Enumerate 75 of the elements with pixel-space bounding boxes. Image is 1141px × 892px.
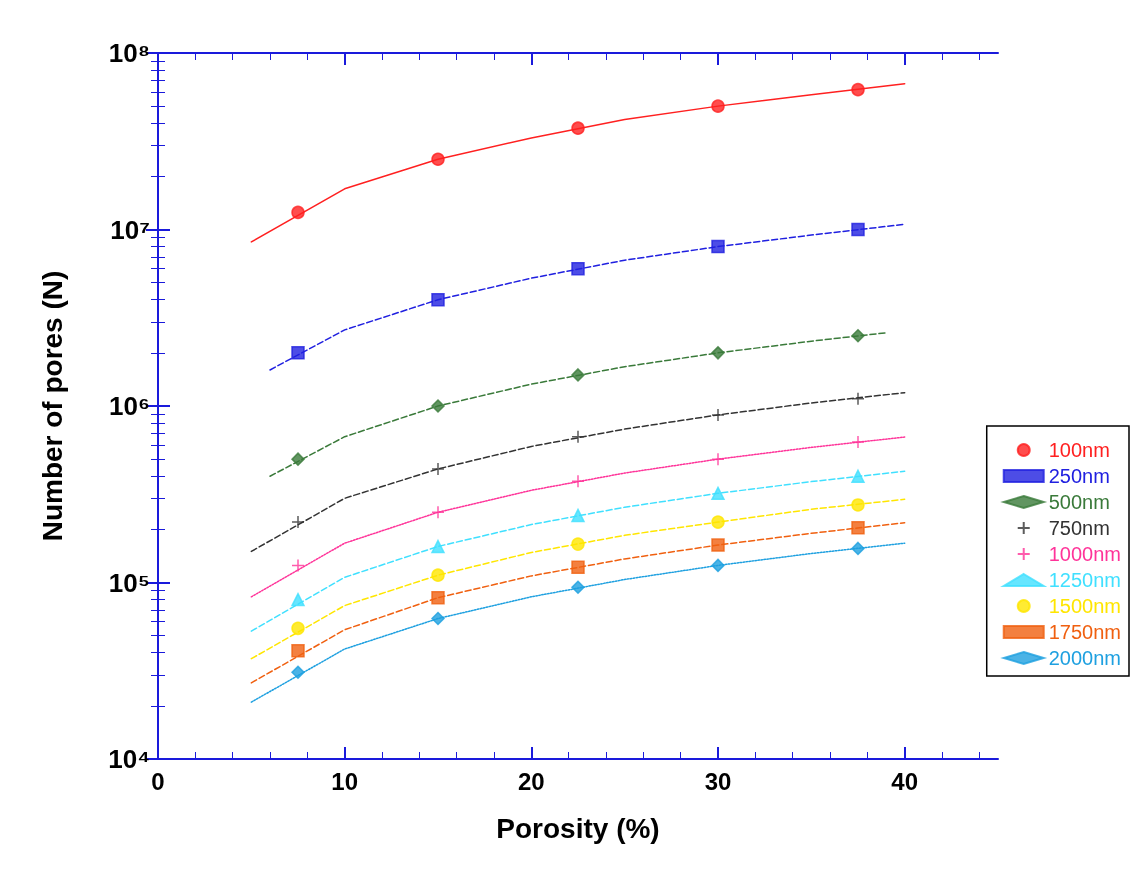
point (431, 152, 445, 167)
legend-label: 100nm (1048, 439, 1110, 461)
point (711, 538, 725, 552)
point (711, 239, 725, 254)
y-tick-label: 10⁸ (108, 38, 150, 68)
line-series (269, 332, 887, 477)
line-series (250, 391, 906, 553)
point (291, 558, 305, 573)
point (711, 486, 725, 501)
point (431, 590, 445, 605)
point (711, 99, 725, 113)
point (571, 261, 585, 276)
point (851, 222, 865, 237)
point (711, 452, 725, 466)
x-axis-title: Porosity (%) (496, 812, 660, 844)
point (291, 592, 305, 607)
legend-label: 1750nm (1048, 621, 1122, 643)
point (291, 346, 305, 360)
legend-label: 1250nm (1048, 569, 1122, 591)
point (711, 408, 725, 422)
point (291, 205, 305, 220)
line-series (250, 522, 906, 684)
point (291, 452, 305, 466)
point (571, 537, 585, 551)
point (431, 505, 445, 520)
line-series (269, 223, 906, 371)
point (431, 568, 445, 582)
x-tick-label: 10 (331, 767, 359, 795)
point (851, 82, 865, 97)
x-tick-label: 30 (704, 767, 732, 795)
point (571, 121, 585, 135)
x-tick-label: 20 (517, 767, 545, 795)
point (431, 292, 445, 307)
line-series (250, 436, 906, 598)
legend-label: 500nm (1048, 491, 1110, 513)
y-tick-label: 10⁵ (108, 567, 150, 598)
point (291, 621, 305, 636)
line-series (250, 82, 906, 243)
point (851, 521, 865, 535)
point (851, 329, 865, 343)
point (291, 644, 305, 658)
x-tick-label: 0 (151, 767, 165, 795)
x-tick-label: 40 (891, 767, 919, 795)
legend-label: 250nm (1048, 465, 1110, 487)
y-tick-label: 10⁴ (108, 744, 150, 774)
point (571, 474, 585, 488)
line-series (250, 498, 906, 660)
line-series (250, 470, 906, 632)
point (851, 541, 865, 556)
point (711, 515, 725, 529)
point (291, 515, 305, 529)
point (431, 611, 445, 626)
line-series (250, 542, 906, 703)
point (571, 368, 585, 382)
legend-label: 2000nm (1048, 647, 1122, 669)
point (571, 508, 585, 523)
y-axis-title: Number of pores (N) (36, 270, 68, 542)
point (571, 560, 585, 575)
point (431, 399, 445, 413)
point (571, 429, 585, 444)
point (431, 539, 445, 554)
point (431, 462, 445, 476)
legend-label: 750nm (1048, 517, 1110, 539)
point (851, 498, 865, 512)
point (571, 580, 585, 594)
y-tick-label: 10⁷ (110, 214, 150, 245)
point (711, 558, 725, 573)
point (851, 391, 865, 406)
point (711, 346, 725, 360)
legend-label: 1000nm (1048, 543, 1122, 565)
point (851, 469, 865, 483)
point (851, 435, 865, 449)
legend-label: 1500nm (1048, 595, 1122, 617)
y-tick-label: 10⁶ (109, 391, 150, 421)
point (291, 665, 305, 680)
